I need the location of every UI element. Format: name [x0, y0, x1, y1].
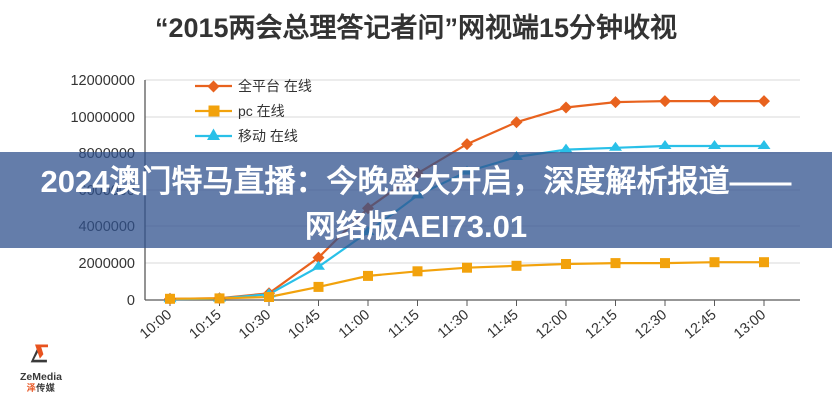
svg-text:2000000: 2000000: [79, 256, 135, 272]
svg-text:0: 0: [127, 293, 135, 309]
svg-text:11:30: 11:30: [435, 307, 472, 342]
svg-text:12:00: 12:00: [533, 307, 571, 343]
svg-text:11:00: 11:00: [336, 307, 373, 342]
svg-text:10000000: 10000000: [70, 110, 135, 126]
svg-text:11:45: 11:45: [484, 307, 521, 342]
svg-text:10:15: 10:15: [187, 307, 225, 343]
svg-text:12:30: 12:30: [632, 307, 670, 343]
svg-text:全平台 在线: 全平台 在线: [238, 78, 312, 94]
svg-text:12:45: 12:45: [682, 307, 720, 343]
svg-text:10:30: 10:30: [236, 307, 274, 343]
svg-text:12:15: 12:15: [583, 307, 621, 343]
svg-text:pc 在线: pc 在线: [238, 103, 285, 119]
svg-text:10:00: 10:00: [137, 307, 175, 343]
svg-text:12000000: 12000000: [70, 73, 135, 89]
svg-text:移动 在线: 移动 在线: [238, 128, 298, 144]
svg-text:11:15: 11:15: [385, 307, 422, 342]
svg-text:13:00: 13:00: [731, 307, 769, 343]
svg-text:10:45: 10:45: [286, 307, 324, 343]
